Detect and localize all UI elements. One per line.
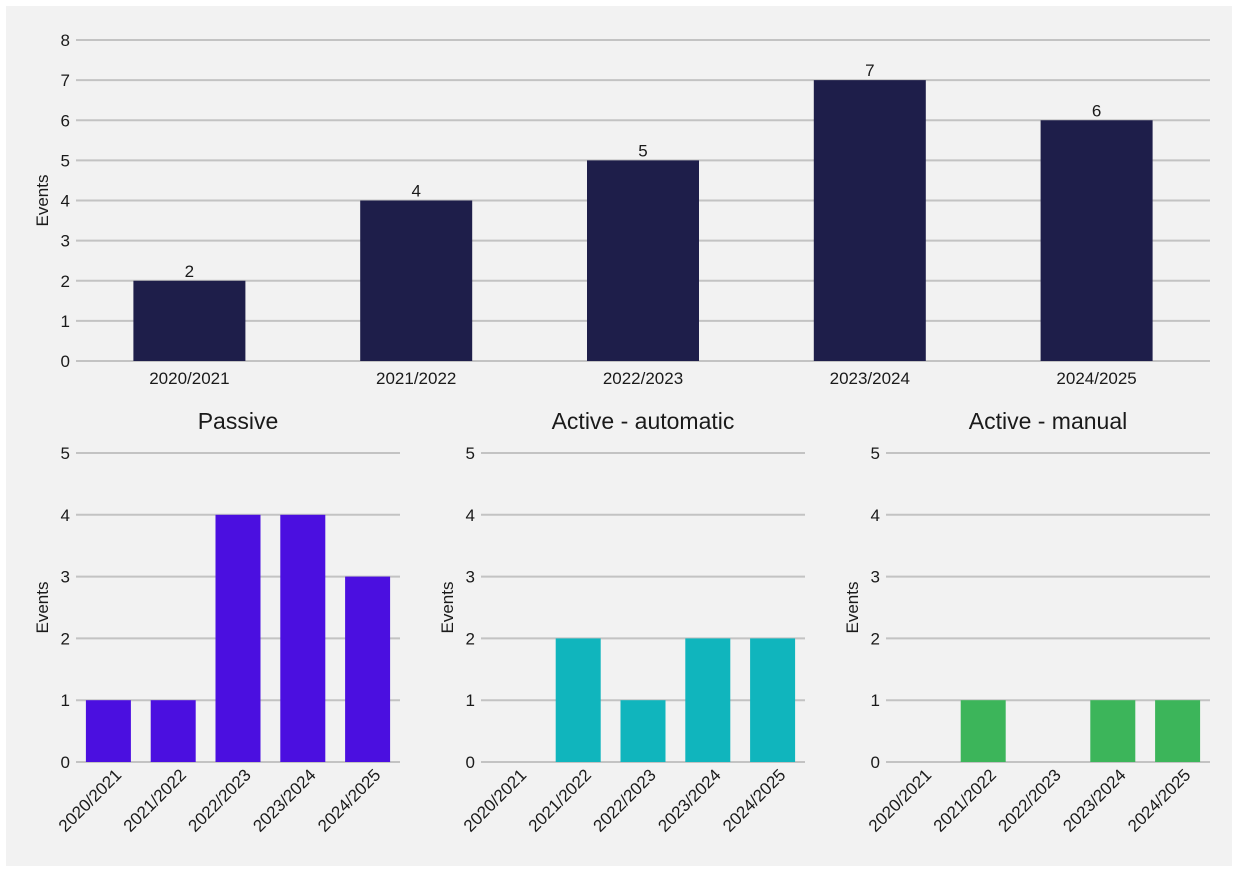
x-tick-label: 2022/2023 — [995, 765, 1065, 835]
y-tick-label: 2 — [61, 272, 70, 291]
y-tick-label: 3 — [871, 568, 880, 587]
x-tick-label: 2024/2025 — [1056, 369, 1136, 388]
y-tick-label: 0 — [466, 753, 475, 772]
x-tick-label: 2021/2022 — [525, 765, 595, 835]
x-tick-label: 2020/2021 — [460, 765, 530, 835]
x-tick-label: 2020/2021 — [55, 765, 125, 835]
x-tick-label: 2024/2025 — [314, 765, 384, 835]
bar — [620, 700, 666, 762]
y-tick-label: 5 — [61, 444, 70, 463]
x-tick-label: 2020/2021 — [149, 369, 229, 388]
bar — [215, 514, 261, 762]
bar — [555, 638, 601, 762]
x-tick-label: 2023/2024 — [1059, 765, 1129, 835]
x-tick-label: 2021/2022 — [376, 369, 456, 388]
chart-title: Active - automatic — [552, 408, 735, 434]
chart-title: Active - manual — [969, 408, 1128, 434]
bar — [750, 638, 796, 762]
y-tick-label: 1 — [61, 312, 70, 331]
x-tick-label: 2024/2025 — [719, 765, 789, 835]
passive-events-chart: 012345EventsPassive2020/20212021/2022202… — [33, 408, 400, 836]
y-tick-label: 7 — [61, 71, 70, 90]
y-tick-label: 8 — [61, 31, 70, 50]
active-manual-events-chart: 0 1 2 3 4 5 Events Active - manual 2020/20212021… — [843, 408, 1210, 836]
y-tick-label: 4 — [466, 506, 475, 525]
y-tick-label: 4 — [61, 192, 70, 211]
bar — [133, 280, 246, 361]
y-tick-label: 5 — [61, 151, 70, 170]
bar — [960, 700, 1006, 762]
x-tick-label: 2020/2021 — [865, 765, 935, 835]
y-tick-label: 5 — [466, 444, 475, 463]
bar — [150, 700, 196, 762]
chart-figure: 012345678Events22020/202142021/202252022… — [33, 31, 1210, 836]
y-tick-label: 1 — [466, 691, 475, 710]
x-tick-label: 2023/2024 — [249, 765, 319, 835]
y-tick-label: 2 — [871, 629, 880, 648]
x-tick-label: 2021/2022 — [930, 765, 1000, 835]
chart-title: Passive — [198, 408, 279, 434]
y-tick-label: 6 — [61, 111, 70, 130]
bar — [587, 160, 699, 361]
y-tick-label: 2 — [61, 629, 70, 648]
y-tick-label: 0 — [61, 753, 70, 772]
bar — [280, 514, 326, 762]
data-label: 5 — [638, 141, 647, 160]
x-tick-label: 2023/2024 — [654, 765, 724, 835]
bar — [1155, 700, 1201, 762]
data-label: 7 — [865, 61, 874, 80]
y-axis-label: Events — [33, 175, 52, 227]
x-tick-label: 2021/2022 — [120, 765, 190, 835]
bar — [1090, 700, 1136, 762]
data-label: 2 — [185, 262, 194, 281]
y-axis-label: Events — [438, 582, 457, 634]
x-tick-label: 2022/2023 — [590, 765, 660, 835]
bar — [1040, 120, 1153, 361]
x-tick-label: 2022/2023 — [603, 369, 683, 388]
x-tick-label: 2024/2025 — [1124, 765, 1194, 835]
y-tick-label: 3 — [466, 568, 475, 587]
y-axis-label: Events — [33, 582, 52, 634]
y-tick-label: 2 — [466, 629, 475, 648]
bar — [85, 700, 131, 762]
bar — [360, 200, 473, 361]
y-tick-label: 4 — [871, 506, 880, 525]
data-label: 6 — [1092, 101, 1101, 120]
x-tick-label: 2022/2023 — [185, 765, 255, 835]
chart-canvas: 0 1 2 3 4 5 6 7 8 Events 2 2020/2021 4 2021/2022 5 2022… — [6, 6, 1232, 866]
y-tick-label: 0 — [871, 753, 880, 772]
y-tick-label: 1 — [61, 691, 70, 710]
x-tick-label: 2023/2024 — [830, 369, 910, 388]
total-events-chart: 0 1 2 3 4 5 6 7 8 Events 2 2020/2021 4 2021/2022 5 2022… — [33, 31, 1210, 388]
y-tick-label: 0 — [61, 352, 70, 371]
y-tick-label: 3 — [61, 568, 70, 587]
y-tick-label: 4 — [61, 506, 70, 525]
bar — [345, 576, 391, 762]
y-axis-label: Events — [843, 582, 862, 634]
data-label: 4 — [411, 182, 420, 201]
y-tick-label: 5 — [871, 444, 880, 463]
y-tick-label: 3 — [61, 232, 70, 251]
bar — [813, 80, 926, 361]
y-tick-label: 1 — [871, 691, 880, 710]
bar — [685, 638, 731, 762]
